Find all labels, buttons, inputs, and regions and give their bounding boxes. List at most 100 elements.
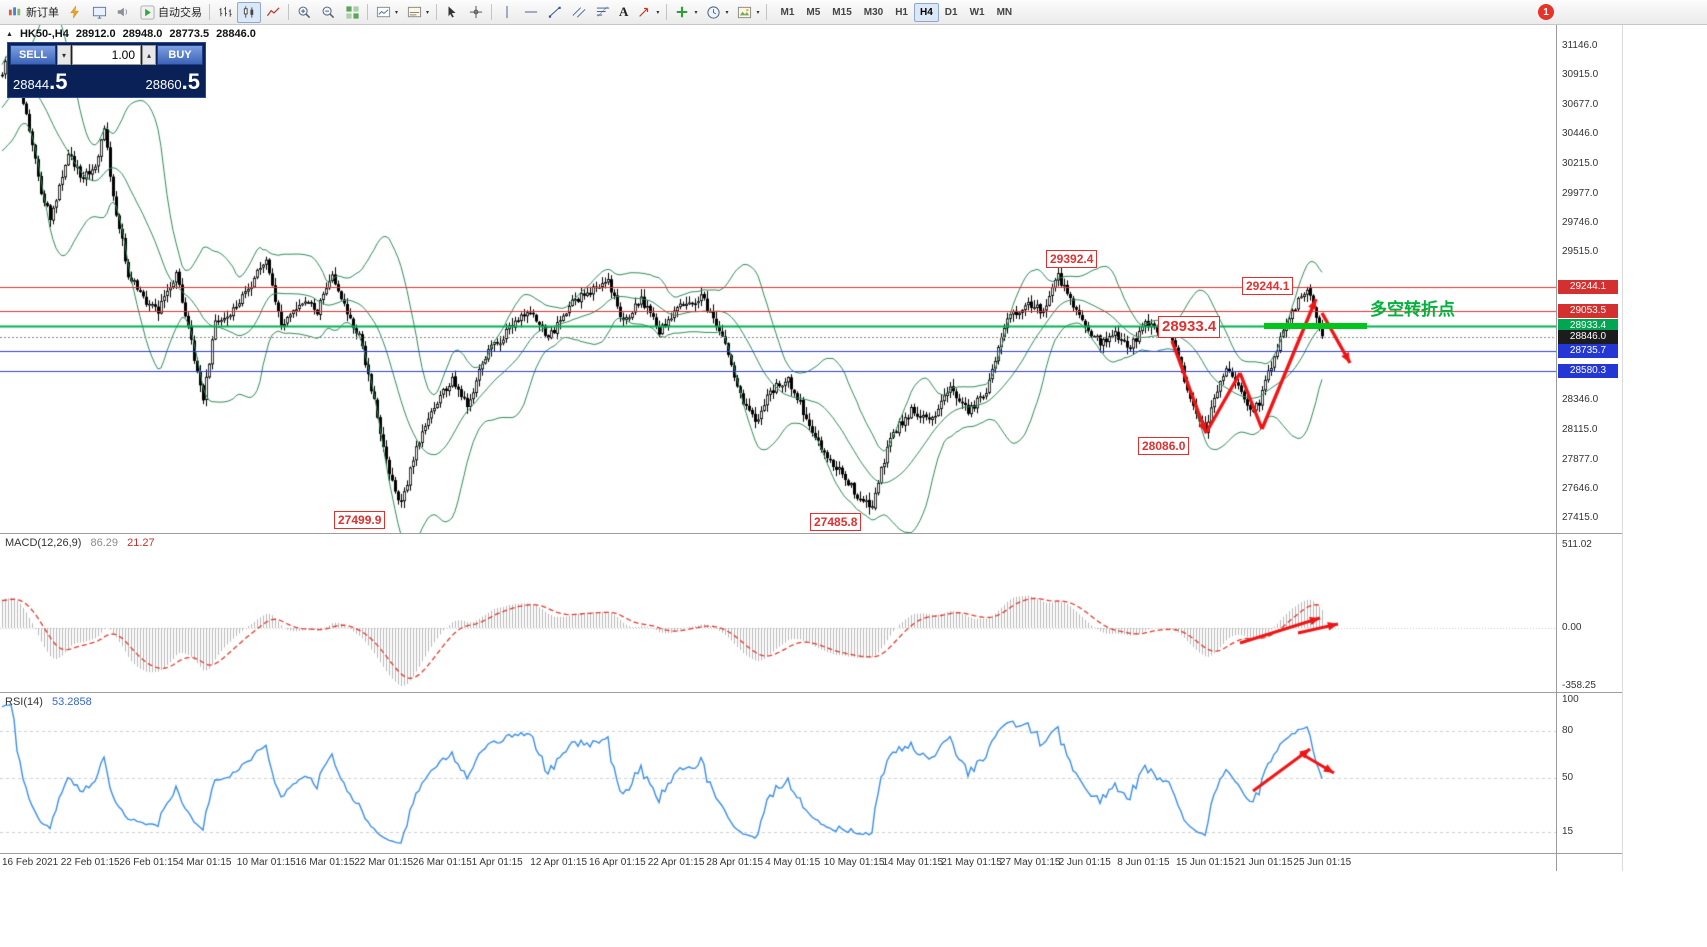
- time-axis-label: 25 Jun 01:15: [1293, 857, 1352, 868]
- timeframe-w1[interactable]: W1: [969, 6, 985, 18]
- time-axis-label: 16 Feb 2021: [2, 857, 59, 868]
- chart-type-line-button[interactable]: [261, 2, 285, 23]
- time-axis-label: 1 Apr 01:15: [471, 857, 523, 868]
- crosshair-tool-button[interactable]: [464, 2, 488, 23]
- cursor-icon: [444, 4, 460, 20]
- trendline-tool-button[interactable]: [543, 2, 567, 23]
- monitor-icon: [91, 4, 107, 20]
- time-axis-label: 22 Apr 01:15: [647, 857, 705, 868]
- chart-type-candles-button[interactable]: [237, 1, 261, 23]
- channel-tool-button[interactable]: [567, 2, 591, 23]
- time-axis-label: 15 Jun 01:15: [1176, 857, 1234, 868]
- add-indicator-icon: [674, 4, 690, 20]
- macd-signal-value: 21.27: [127, 537, 155, 549]
- timeframe-d1[interactable]: D1: [944, 6, 958, 18]
- templates-button[interactable]: ▾: [732, 2, 763, 23]
- vertical-line-tool-button[interactable]: [495, 2, 519, 23]
- rsi-axis-label: 50: [1562, 771, 1574, 783]
- autotrading-play-icon: [139, 4, 155, 20]
- timeframe-h1[interactable]: H1: [895, 6, 908, 18]
- price-axis[interactable]: 31146.0 30915.0 30677.0 30446.0 30215.0 29977…: [1557, 0, 1623, 947]
- pane-divider[interactable]: [0, 692, 1623, 693]
- bar-chart-icon: [217, 4, 233, 20]
- clock-icon: [705, 4, 721, 20]
- price-axis-label: 30677.0: [1562, 99, 1599, 111]
- time-axis-label: 8 Jun 01:15: [1117, 857, 1170, 868]
- caret-down-icon: ▾: [694, 9, 698, 16]
- tile-windows-button[interactable]: [340, 2, 364, 23]
- price-axis-label: 28115.0: [1562, 423, 1598, 435]
- cursor-tool-button[interactable]: [440, 2, 464, 23]
- open-value: 28912.0: [75, 28, 116, 40]
- profiles-button[interactable]: ▾: [402, 2, 433, 23]
- volume-increase-button[interactable]: ▴: [142, 45, 156, 65]
- caret-down-icon: ▾: [395, 9, 399, 16]
- data-window-button[interactable]: [87, 2, 111, 23]
- macd-main-value: 86.29: [90, 537, 119, 549]
- high-value: 28948.0: [122, 28, 163, 40]
- indicators-button[interactable]: ▾: [670, 2, 701, 23]
- market-watch-button[interactable]: [63, 2, 87, 23]
- price-axis-label: 27646.0: [1562, 483, 1599, 495]
- buy-price: 28860.5: [145, 69, 200, 94]
- symbol-period-label: HK50-,H4: [19, 28, 69, 40]
- rsi-axis-label: 100: [1562, 694, 1579, 705]
- price-axis-tag: 28846.0: [1558, 330, 1618, 345]
- sell-button[interactable]: SELL: [10, 45, 56, 65]
- volume-decrease-button[interactable]: ▾: [57, 45, 71, 65]
- zoom-in-button[interactable]: [292, 2, 316, 23]
- caret-down-icon: ▾: [656, 9, 660, 16]
- macd-label: MACD(12,26,9): [5, 537, 82, 549]
- window-edge: [1622, 25, 1623, 871]
- fibonacci-tool-button[interactable]: [591, 2, 615, 23]
- price-axis-label: 31146.0: [1562, 39, 1598, 51]
- toolbar: 新订单 自动交易 ▾ ▾ A ▾ ▾ ▾ ▾ M1 M5 M15 M30 H1 H4 D1 W…: [0, 0, 1707, 25]
- candlestick-chart-icon: [241, 4, 257, 20]
- text-tool-icon: A: [619, 4, 629, 19]
- toolbar-separator: [766, 4, 768, 20]
- new-chart-button[interactable]: ▾: [371, 2, 402, 23]
- new-order-button[interactable]: 新订单: [3, 2, 63, 23]
- timeframe-m30[interactable]: M30: [863, 6, 884, 18]
- lightning-icon: [67, 4, 83, 20]
- horizontal-line-tool-button[interactable]: [519, 2, 543, 23]
- zoom-out-button[interactable]: [316, 2, 340, 23]
- timeframe-m15[interactable]: M15: [832, 6, 852, 18]
- price-axis-label: 30446.0: [1562, 128, 1599, 140]
- price-axis-tag: 29053.5: [1558, 303, 1618, 318]
- new-order-label: 新订单: [26, 7, 59, 19]
- price-axis-label: 30215.0: [1562, 157, 1599, 169]
- text-tool-button[interactable]: A: [615, 2, 632, 23]
- macd-axis-label: -358.25: [1562, 680, 1596, 692]
- volume-input[interactable]: 1.00: [72, 45, 141, 65]
- autotrading-label: 自动交易: [158, 7, 202, 19]
- template-image-icon: [736, 4, 752, 20]
- price-axis-tag: 28933.4: [1558, 319, 1618, 334]
- buy-button[interactable]: BUY: [157, 45, 203, 65]
- collapse-panel-icon[interactable]: ▲: [6, 30, 13, 38]
- new-chart-icon: [375, 4, 391, 20]
- rsi-indicator-canvas[interactable]: [0, 693, 1556, 853]
- timeframe-h4[interactable]: H4: [914, 2, 939, 22]
- timeframe-m1[interactable]: M1: [780, 6, 795, 18]
- time-axis-label: 16 Apr 01:15: [589, 857, 646, 868]
- notification-badge[interactable]: 1: [1538, 4, 1554, 20]
- macd-header: MACD(12,26,9) 86.29 21.27: [5, 537, 155, 549]
- macd-indicator-canvas[interactable]: [0, 534, 1556, 692]
- toolbar-separator: [666, 4, 668, 20]
- time-axis-label: 21 May 01:15: [941, 857, 1002, 868]
- rsi-axis-label: 15: [1562, 825, 1574, 837]
- time-axis-label: 16 Mar 01:15: [295, 857, 355, 868]
- timeframe-mn[interactable]: MN: [996, 6, 1013, 18]
- autotrading-toggle[interactable]: 自动交易: [135, 2, 206, 23]
- price-chart-canvas[interactable]: [0, 25, 1556, 533]
- arrows-tool-button[interactable]: ▾: [632, 2, 663, 23]
- pane-divider[interactable]: [0, 533, 1623, 534]
- price-axis-label: 30915.0: [1562, 69, 1599, 81]
- chart-type-bars-button[interactable]: [213, 2, 237, 23]
- time-axis[interactable]: 16 Feb 2021 22 Feb 01:15 26 Feb 01:15 4 Mar…: [0, 854, 1556, 871]
- tile-windows-icon: [344, 4, 360, 20]
- terminal-button[interactable]: [111, 2, 135, 23]
- periods-button[interactable]: ▾: [701, 2, 732, 23]
- timeframe-m5[interactable]: M5: [806, 6, 821, 18]
